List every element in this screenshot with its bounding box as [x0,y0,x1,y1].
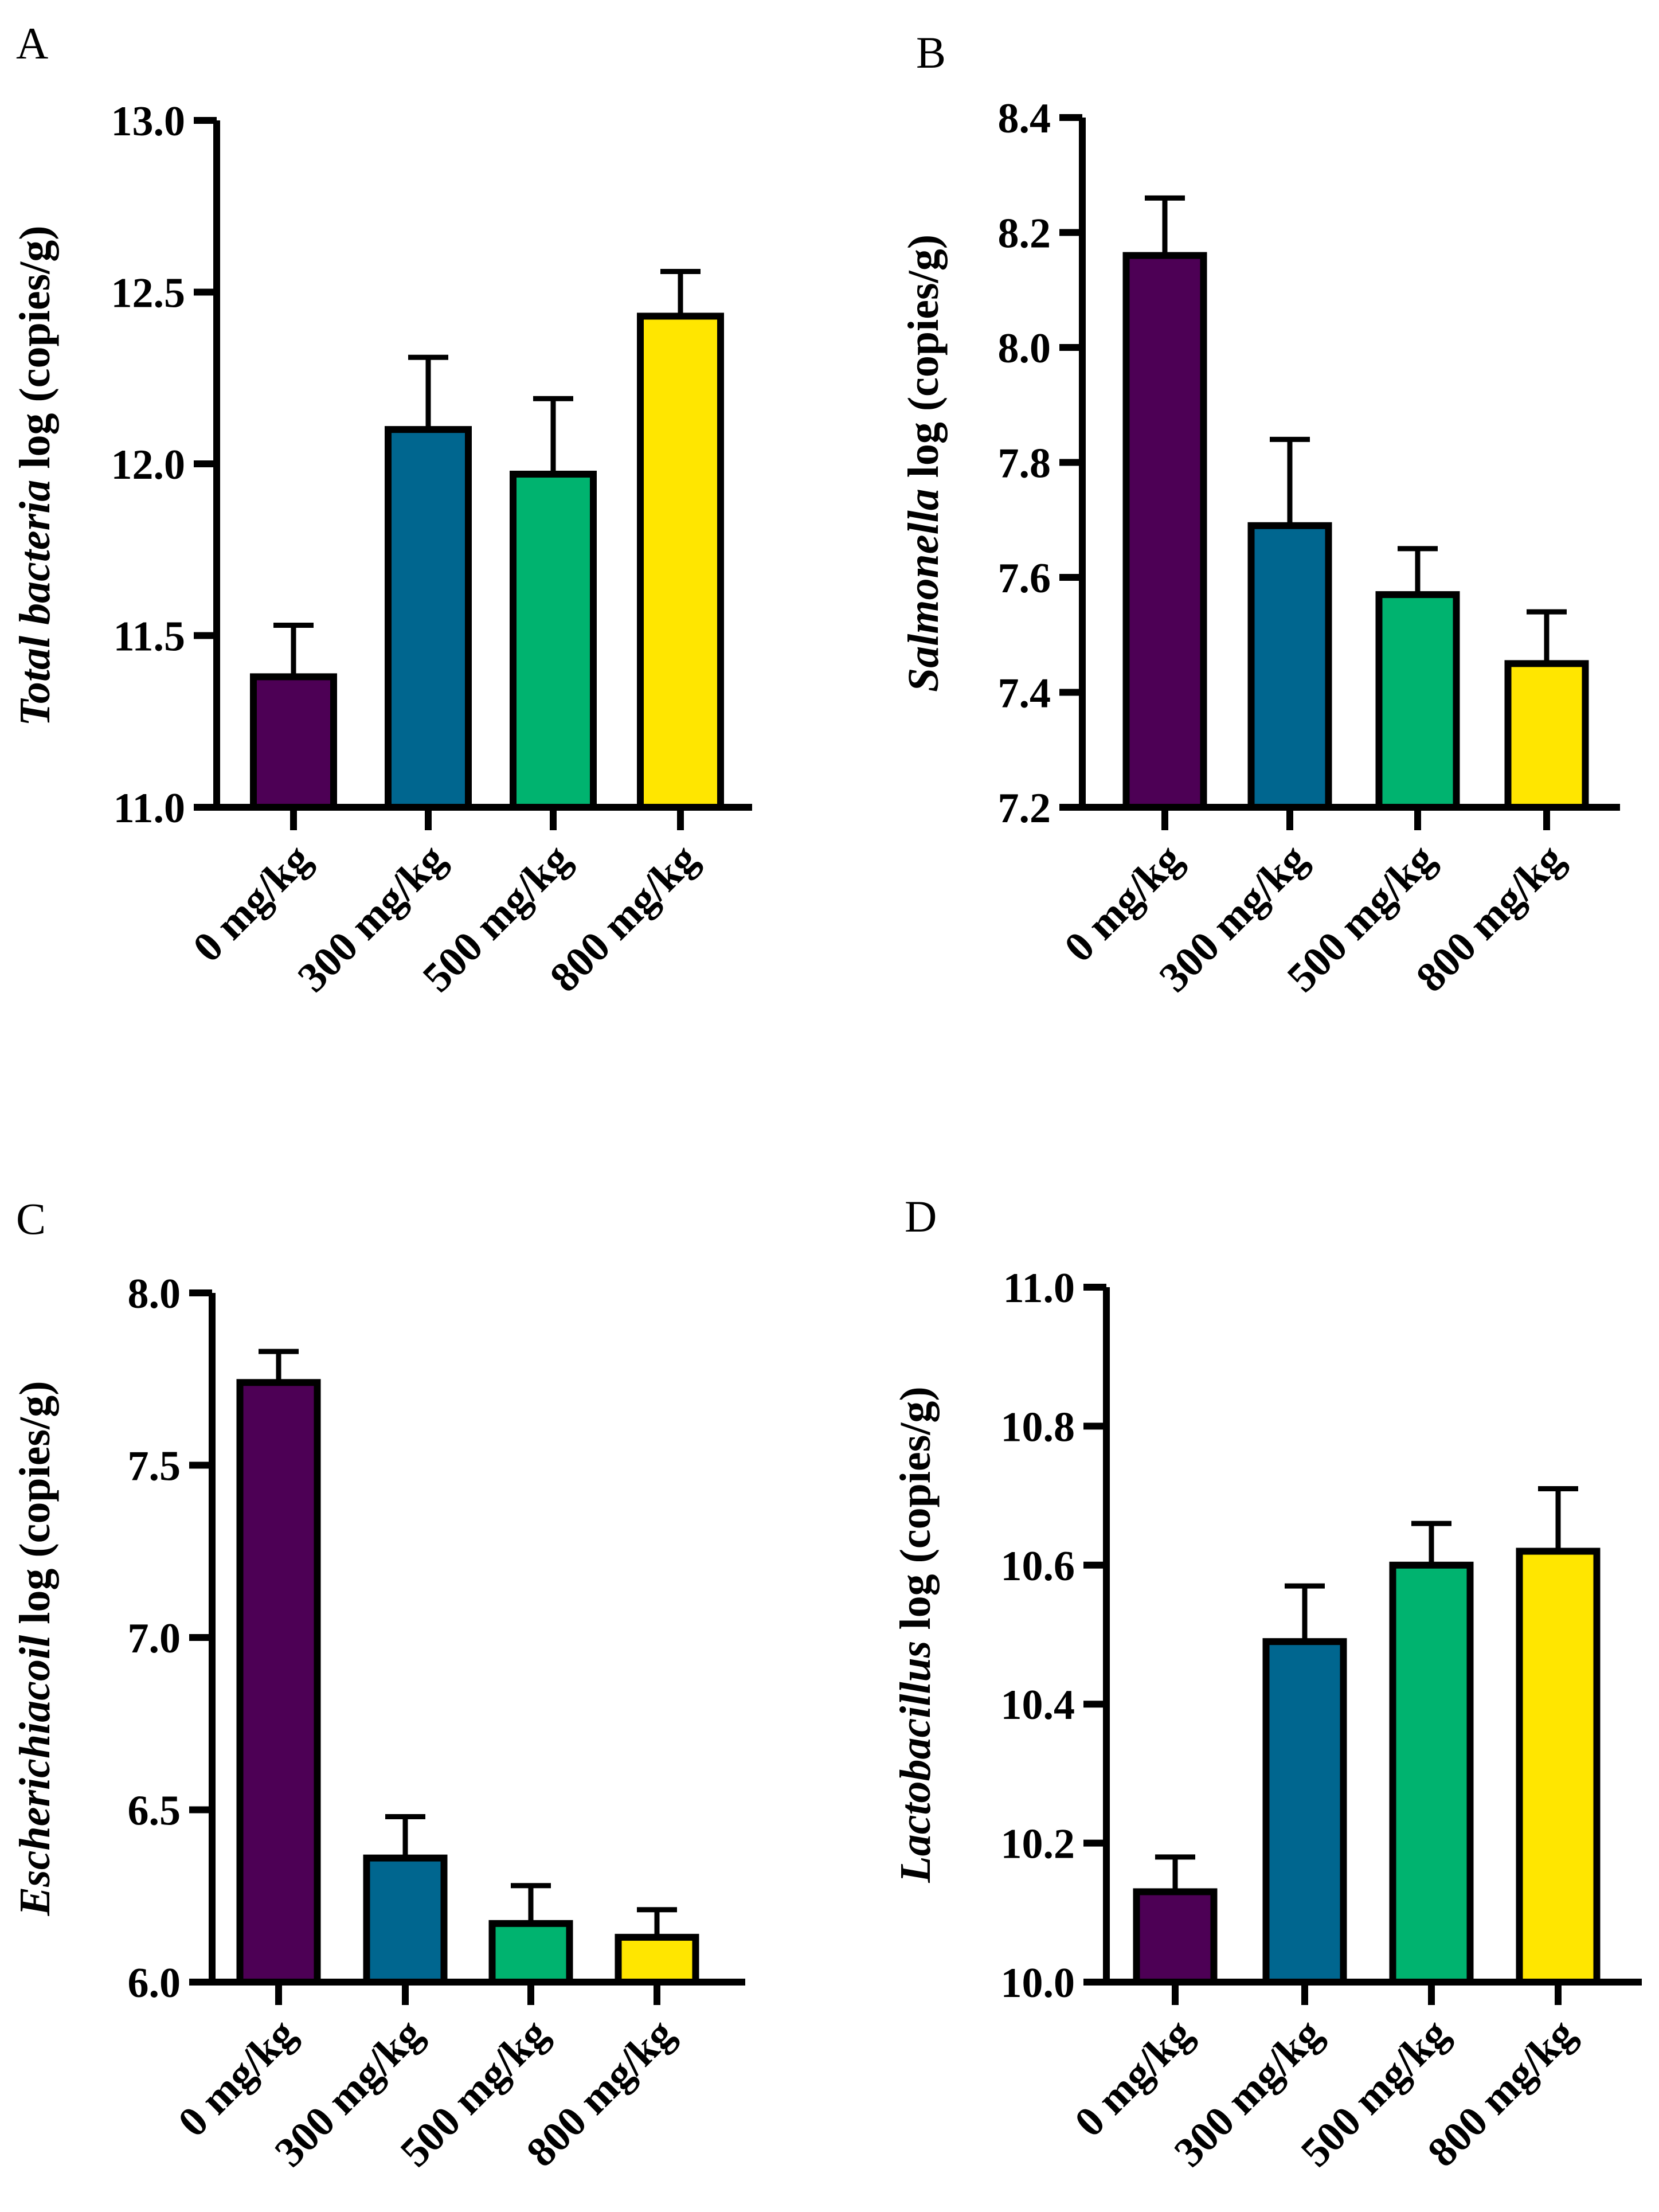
category-label-0mg-a: 0 mg/kg [184,835,320,971]
y-tick-label-d: 10.8 [1001,1404,1075,1451]
y-tick-label-c: 8.0 [128,1271,181,1318]
y-tick-label-d: 10.6 [1001,1543,1075,1590]
bar-b-2 [1375,591,1460,811]
panel-letter-c: C [16,1194,46,1244]
bar-c-0 [236,1379,321,1986]
panel-a: A Total bacteria log (copies/g) 11.0 11.5… [11,18,752,1001]
bars-b [1122,195,1589,830]
y-tick-label-a: 11.0 [114,785,185,832]
category-labels-b: 0 mg/kg 300 mg/kg 500 mg/kg 800 mg/kg [1055,835,1573,1001]
bar-c-2 [488,1920,573,1986]
y-tick-label-b: 7.8 [998,440,1051,487]
panel-letter-a: A [16,18,48,68]
y-ticks-a: 11.0 11.5 12.0 12.5 13.0 [111,98,217,832]
bar-c-3 [615,1933,699,1986]
y-tick-label-d: 10.2 [1001,1821,1075,1868]
bar-a-1 [385,426,472,811]
panel-letter-d: D [905,1191,937,1241]
bar-b-0 [1122,252,1207,811]
y-tick-label-b: 7.6 [998,555,1051,602]
bars-c [236,1349,699,2005]
category-labels-a: 0 mg/kg 300 mg/kg 500 mg/kg 800 mg/kg [184,835,707,1001]
bar-d-3 [1516,1547,1601,1986]
category-labels-c: 0 mg/kg 300 mg/kg 500 mg/kg 800 mg/kg [169,2010,683,2176]
y-tick-label-d: 11.0 [1003,1265,1075,1312]
bar-c-1 [363,1854,448,1986]
y-axis-title-a: Total bacteria log (copies/g) [11,225,59,726]
y-ticks-d: 10.0 10.2 10.4 10.6 10.8 11.0 [1001,1265,1106,2007]
y-tick-label-c: 7.5 [128,1443,181,1490]
bar-b-1 [1247,522,1332,811]
y-tick-label-b: 8.4 [998,95,1051,142]
y-tick-label-c: 6.0 [128,1960,181,2007]
y-tick-label-d: 10.4 [1001,1682,1075,1729]
category-label-0mg-d: 0 mg/kg [1066,2010,1202,2146]
bar-a-2 [510,470,597,811]
bar-d-1 [1262,1638,1347,1986]
y-ticks-c: 6.0 6.5 7.0 7.5 8.0 [128,1271,212,2007]
y-tick-label-b: 8.2 [998,210,1051,257]
y-tick-label-a: 12.0 [111,441,186,488]
panel-d: D Lactobacillus log (copies/g) 10.010.21… [891,1191,1642,2176]
y-tick-label-b: 7.2 [998,785,1051,832]
y-tick-label-a: 12.5 [111,270,186,317]
panel-c: C Escherichiacoil log (copies/g) 6.0 6.5 7… [11,1194,745,2176]
bar-d-2 [1389,1561,1474,1986]
y-tick-label-c: 6.5 [128,1788,181,1835]
y-ticks-b: 7.2 7.4 7.6 7.8 8.0 8.2 8.4 [998,95,1082,832]
y-tick-label-a: 11.5 [114,613,185,661]
panel-b: B Salmonella log (copies/g) 7.2 7.4 7.6 7.8… [899,28,1620,1001]
bar-b-3 [1504,660,1589,811]
y-tick-label-b: 7.4 [998,670,1051,717]
bars-a [250,269,724,830]
y-tick-label-b: 8.0 [998,325,1051,372]
bars-d [1133,1486,1601,2005]
y-tick-label-d: 10.0 [1001,1960,1075,2007]
bar-a-0 [250,673,337,811]
category-labels-d: 0 mg/kg 300 mg/kg 500 mg/kg 800 mg/kg [1066,2010,1584,2176]
y-tick-label-c: 7.0 [128,1615,181,1662]
y-axis-title-d: Lactobacillus log (copies/g) [891,1386,940,1883]
y-axis-title-b: Salmonella log (copies/g) [899,235,948,692]
bar-d-0 [1133,1888,1218,1986]
bar-a-3 [637,312,724,811]
panel-letter-b: B [916,28,946,77]
y-tick-label-a: 13.0 [111,98,186,145]
y-axis-title-c: Escherichiacoil log (copies/g) [11,1381,59,1916]
